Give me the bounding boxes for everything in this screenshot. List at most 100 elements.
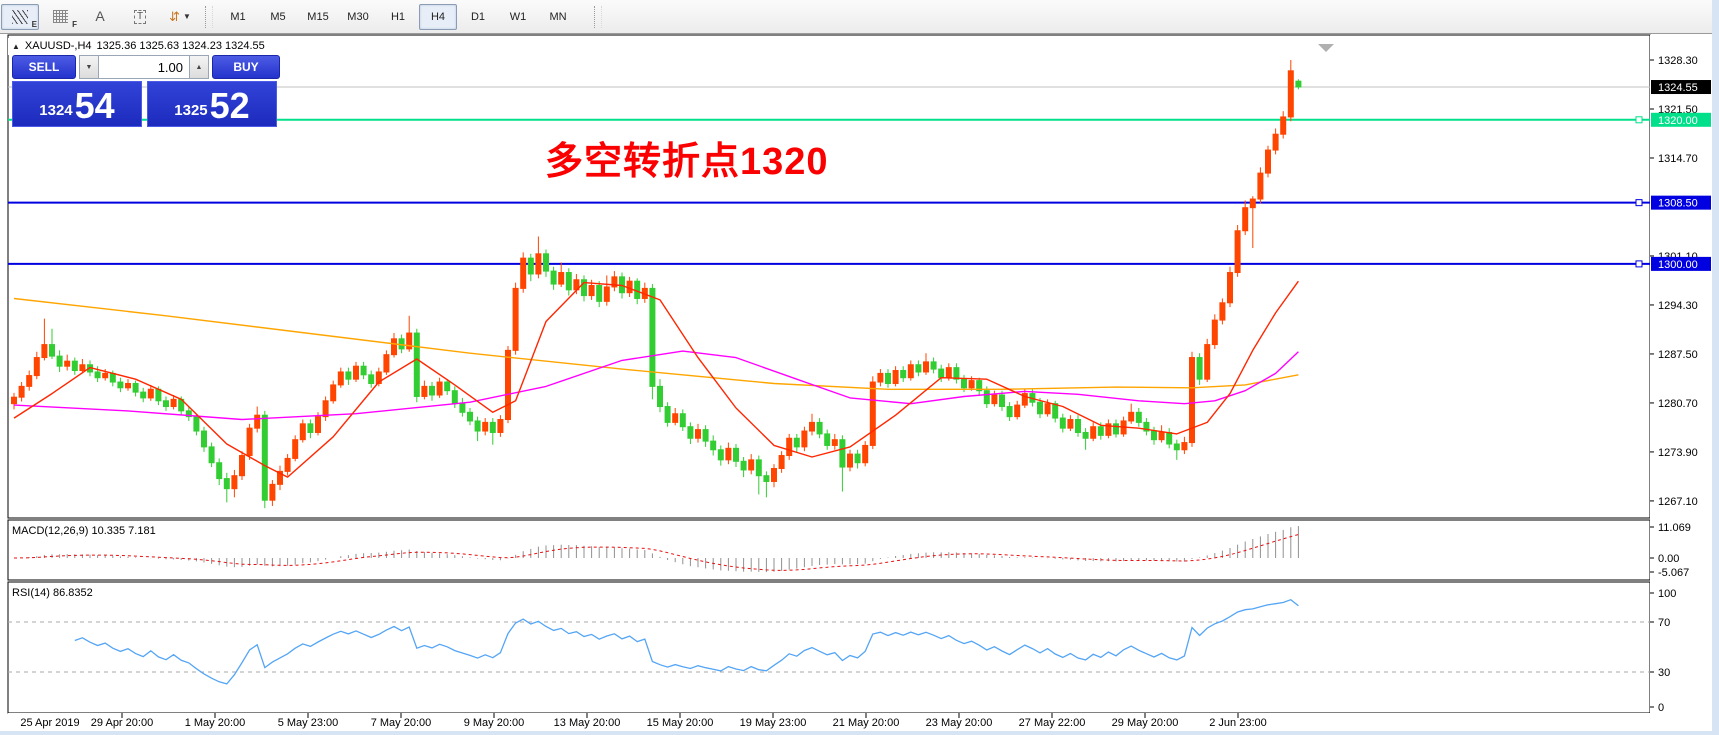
arrows-tool-button[interactable]: ⇵ ▼ — [161, 4, 199, 30]
candle-body — [771, 468, 777, 482]
rsi-axis-label: 30 — [1658, 667, 1670, 679]
rsi-axis-label: 0 — [1658, 702, 1664, 714]
candle-body — [1272, 133, 1279, 151]
candle-body — [1090, 426, 1097, 439]
candle-body — [277, 470, 283, 485]
timeframe-button-m15[interactable]: M15 — [307, 10, 329, 23]
candle-body — [558, 272, 565, 285]
sell-button[interactable]: SELL — [12, 55, 76, 79]
chart-shift-marker-icon[interactable] — [1318, 44, 1334, 52]
volume-increase-button[interactable]: ▲ — [189, 55, 209, 79]
candle-body — [261, 414, 268, 501]
date-axis-strip[interactable] — [8, 713, 1712, 731]
candle-body — [125, 382, 131, 389]
candle-body — [520, 257, 527, 289]
candle-body — [961, 378, 967, 389]
timeframe-button-d1[interactable]: D1 — [470, 10, 486, 23]
candle-body — [102, 372, 109, 379]
candle-body — [679, 413, 686, 428]
window-bottom-edge — [0, 731, 1719, 735]
toolbar-separator — [205, 5, 213, 28]
buy-price-box[interactable]: 1325 52 — [147, 81, 277, 127]
candle-body — [140, 391, 147, 399]
macd-pane — [7, 519, 1651, 581]
current-price-badge-bg — [1651, 80, 1711, 95]
macd-axis-label: -5.067 — [1658, 567, 1689, 579]
candle-body — [1295, 80, 1302, 88]
candlestick-chart: 1328.301321.501314.701301.101294.301287.… — [7, 34, 1712, 731]
volume-input[interactable] — [99, 55, 189, 79]
candle-body — [398, 338, 405, 350]
candle-body — [163, 400, 169, 408]
candle-body — [763, 475, 770, 482]
candle-body — [892, 370, 899, 384]
candle-body — [429, 385, 435, 396]
candle-body — [436, 381, 443, 396]
price-tick-label: 1267.10 — [1658, 496, 1698, 508]
timeframe-button-m30[interactable]: M30 — [347, 10, 369, 23]
candle-body — [634, 280, 641, 299]
rsi-line — [74, 598, 1299, 685]
hline-handle[interactable] — [1635, 199, 1643, 207]
candle-body — [778, 455, 785, 470]
candle-body — [451, 390, 458, 405]
price-tick-label: 1287.50 — [1658, 349, 1698, 361]
candle-body — [391, 338, 397, 356]
fibonacci-tool-button[interactable]: F — [41, 4, 79, 30]
candle-body — [596, 285, 603, 302]
price-tick-label: 1314.70 — [1658, 153, 1698, 165]
candle-body — [1113, 423, 1119, 435]
candle-body — [505, 349, 511, 421]
date-label: 13 May 20:00 — [554, 717, 621, 729]
candle-body — [847, 453, 853, 468]
sell-price-box[interactable]: 1324 54 — [12, 81, 142, 127]
candle-body — [786, 437, 793, 457]
arrows-icon: ⇵ — [169, 9, 180, 24]
text-tool-button[interactable]: A — [81, 4, 119, 30]
candle-body — [307, 423, 314, 433]
timeframe-button-mn[interactable]: MN — [549, 10, 567, 23]
timeframe-button-w1[interactable]: W1 — [509, 10, 527, 23]
volume-decrease-button[interactable]: ▼ — [79, 55, 99, 79]
candle-body — [816, 421, 823, 435]
candle-body — [368, 374, 375, 384]
collapse-triangle-icon[interactable]: ▲ — [12, 41, 20, 51]
candle-body — [1128, 411, 1135, 422]
candle-body — [1196, 357, 1203, 380]
candle-body — [1280, 116, 1287, 135]
timeframe-button-m1[interactable]: M1 — [230, 10, 246, 23]
candle-body — [1135, 411, 1142, 423]
candle-body — [1166, 431, 1173, 445]
candle-body — [1257, 172, 1264, 200]
candle-body — [64, 360, 71, 367]
window-right-edge — [1712, 0, 1719, 735]
candle-body — [1067, 419, 1074, 429]
rsi-indicator-label: RSI(14) 86.8352 — [12, 587, 93, 599]
candle-body — [117, 381, 124, 389]
candle-body — [231, 475, 238, 490]
price-tick-label: 1273.90 — [1658, 447, 1698, 459]
medium-ma-line — [13, 350, 1299, 421]
text-label-tool-button[interactable]: T — [121, 4, 159, 30]
candle-body — [216, 462, 223, 480]
candle-body — [109, 372, 116, 383]
candle-body — [193, 416, 200, 432]
candle-body — [793, 437, 800, 448]
candle-body — [223, 478, 230, 490]
buy-button[interactable]: BUY — [212, 55, 280, 79]
date-label: 19 May 23:00 — [740, 717, 807, 729]
timeframe-button-h1[interactable]: H1 — [390, 10, 406, 23]
candle-body — [147, 388, 154, 399]
timeframe-button-m5[interactable]: M5 — [270, 10, 286, 23]
candle-body — [1143, 421, 1150, 432]
price-axis-column[interactable] — [1650, 35, 1712, 713]
candle-body — [991, 394, 998, 405]
candle-body — [1287, 70, 1294, 118]
timeframe-button-h4[interactable]: H4 — [419, 3, 457, 30]
hline-handle[interactable] — [1635, 260, 1643, 268]
hline-handle[interactable] — [1635, 116, 1643, 124]
hline-price-badge-bg — [1651, 195, 1711, 210]
candle-body — [983, 390, 990, 405]
equidistant-channel-tool-button[interactable]: E — [1, 3, 39, 30]
